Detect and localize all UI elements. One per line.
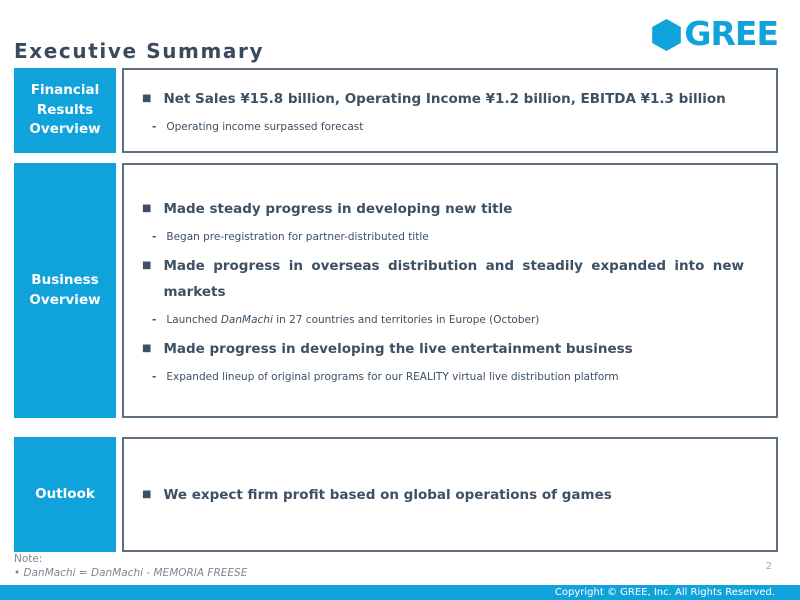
item-text: Launched DanMachi in 27 countries and te… (166, 314, 540, 326)
sub-bullet-item: - Launched DanMachi in 27 countries and t… (142, 311, 744, 330)
gree-logo: GREE (652, 13, 779, 53)
item-text: Made steady progress in developing new t… (163, 201, 513, 217)
item-text: Began pre-registration for partner-distr… (166, 231, 429, 243)
dash-bullet-icon: - (152, 314, 157, 326)
sub-bullet-item: - Operating income surpassed forecast (142, 118, 744, 137)
dash-bullet-icon: - (152, 371, 157, 383)
square-bullet-icon: ■ (142, 488, 152, 500)
dash-bullet-icon: - (152, 121, 157, 133)
item-text: Expanded lineup of original programs for… (166, 371, 619, 383)
bullet-item: ■ Net Sales ¥15.8 billion, Operating Inco… (142, 86, 744, 112)
sub-bullet-item: - Expanded lineup of original programs fo… (142, 368, 744, 387)
section-label: Outlook (14, 437, 116, 552)
item-text: We expect firm profit based on global op… (163, 486, 612, 503)
section-row: Business Overview ■ Made steady progress … (14, 163, 778, 418)
square-bullet-icon: ■ (142, 343, 152, 354)
square-bullet-icon: ■ (142, 260, 152, 271)
section-row: Financial Results Overview ■ Net Sales ¥1… (14, 68, 778, 153)
item-text: Net Sales ¥15.8 billion, Operating Incom… (163, 91, 726, 107)
square-bullet-icon: ■ (142, 203, 152, 214)
section-content: ■ Net Sales ¥15.8 billion, Operating Inco… (122, 68, 778, 153)
copyright-bar: Copyright © GREE, Inc. All Rights Reserv… (0, 585, 800, 600)
footnote-body: • DanMachi = DanMachi - MEMORIA FREESE (14, 567, 248, 579)
page-title: Executive Summary (14, 39, 265, 64)
footnote-label: Note: (14, 553, 43, 565)
section-row: Outlook ■ We expect firm profit based on … (14, 437, 778, 552)
item-text: Made progress in developing the live ent… (163, 341, 633, 357)
content-rows: Financial Results Overview ■ Net Sales ¥1… (14, 68, 778, 552)
section-label: Financial Results Overview (14, 68, 116, 153)
bullet-item: ■ Made progress in overseas distribution … (142, 253, 744, 305)
page-number: 2 (765, 561, 772, 572)
gree-logo-text: GREE (684, 13, 779, 53)
bullet-item: ■ Made steady progress in developing new … (142, 196, 744, 222)
section-label: Business Overview (14, 163, 116, 418)
item-text: Operating income surpassed forecast (166, 121, 364, 133)
footnote: Note: • DanMachi = DanMachi - MEMORIA FR… (14, 552, 247, 580)
section-content: ■ We expect firm profit based on global o… (122, 437, 778, 552)
sub-bullet-item: - Began pre-registration for partner-dist… (142, 228, 744, 247)
item-text: Made progress in overseas distribution a… (163, 258, 744, 300)
square-bullet-icon: ■ (142, 93, 152, 104)
section-content: ■ Made steady progress in developing new … (122, 163, 778, 418)
dash-bullet-icon: - (152, 231, 157, 243)
bullet-item: ■ We expect firm profit based on global o… (142, 482, 744, 508)
hexagon-icon (652, 19, 682, 51)
bullet-item: ■ Made progress in developing the live en… (142, 336, 744, 362)
